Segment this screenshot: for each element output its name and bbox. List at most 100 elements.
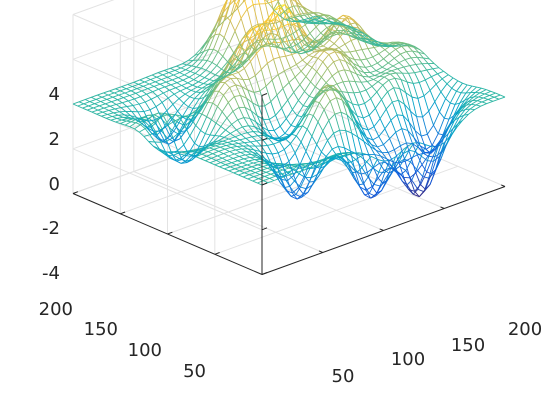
mesh-line-x <box>359 89 367 93</box>
mesh-line-y <box>351 103 358 117</box>
mesh-line-x <box>208 34 216 50</box>
mesh-line-y <box>354 170 361 188</box>
mesh-line-y <box>306 63 313 68</box>
mesh-line-y <box>343 147 350 165</box>
mesh-line-x <box>301 106 309 117</box>
mesh-line-x <box>205 62 213 71</box>
mesh-line-y <box>160 116 166 128</box>
mesh-line-y <box>171 79 178 84</box>
mesh-line-x <box>314 17 321 21</box>
mesh-line-x <box>423 57 430 60</box>
mesh-line-x <box>138 81 145 85</box>
mesh-line-x <box>443 102 451 119</box>
mesh-line-x <box>140 93 147 98</box>
mesh-line-x <box>175 114 182 117</box>
mesh-line-x <box>447 115 455 130</box>
mesh-line-y <box>359 186 365 196</box>
mesh-line-y <box>149 114 155 119</box>
mesh-line-x <box>100 98 107 102</box>
mesh-line-y <box>304 91 310 97</box>
mesh-line-x <box>148 141 155 143</box>
mesh-line-y <box>228 138 234 142</box>
mesh-line-y <box>287 24 293 32</box>
mesh-line-y <box>400 53 406 60</box>
mesh-line-x <box>376 182 384 194</box>
mesh-line-x <box>419 142 427 146</box>
mesh-line-x <box>381 62 389 68</box>
mesh-line-x <box>218 148 226 152</box>
mesh-line-x <box>454 111 461 121</box>
mesh-line-x <box>191 107 199 120</box>
mesh-line-y <box>250 141 256 147</box>
mesh-line-y <box>481 87 487 91</box>
mesh-line-y <box>327 67 333 77</box>
mesh-line-x <box>244 61 251 69</box>
mesh-line-x <box>192 53 200 61</box>
mesh-line-x <box>312 95 320 104</box>
mesh-line-y <box>182 116 188 121</box>
mesh-line-y <box>418 82 425 96</box>
floor-y-gridline <box>167 145 411 235</box>
mesh-line-x <box>253 174 261 178</box>
mesh-line-x <box>114 107 121 110</box>
mesh-line-y <box>317 88 323 96</box>
mesh-line-y <box>118 94 124 98</box>
mesh-line-y <box>257 23 264 40</box>
mesh-line-y <box>349 71 356 82</box>
mesh-line-x <box>478 93 485 98</box>
mesh-line-y <box>315 15 321 19</box>
mesh-line-x <box>253 161 260 164</box>
mesh-line-x <box>198 77 205 83</box>
mesh-line-y <box>371 186 378 194</box>
mesh-line-y <box>490 90 496 94</box>
mesh-line-y <box>275 173 281 183</box>
mesh-line-y <box>394 78 401 89</box>
mesh-line-x <box>298 24 306 30</box>
mesh-line-x <box>249 118 257 123</box>
mesh-line-x <box>308 39 315 46</box>
mesh-line-x <box>468 92 476 99</box>
mesh-line-x <box>366 136 373 141</box>
mesh-line-x <box>194 48 201 56</box>
mesh-line-y <box>300 70 307 77</box>
mesh-line-x <box>368 75 375 78</box>
mesh-line-y <box>184 93 191 98</box>
mesh-line-x <box>121 118 128 121</box>
mesh-line-x <box>220 117 228 127</box>
mesh-line-y <box>302 49 308 53</box>
mesh-line-x <box>270 162 278 167</box>
mesh-line-y <box>329 100 336 115</box>
mesh-line-x <box>222 44 230 57</box>
mesh-line-y <box>207 60 213 63</box>
mesh-line-y <box>393 57 400 63</box>
mesh-line-x <box>182 153 189 160</box>
mesh-line-y <box>342 81 349 93</box>
mesh-line-x <box>253 3 260 6</box>
mesh-line-x <box>294 141 302 154</box>
mesh-line-x <box>387 170 394 181</box>
mesh-line-y <box>159 130 165 141</box>
mesh-line-x <box>308 51 315 56</box>
mesh-line-y <box>415 64 421 72</box>
mesh-line-x <box>235 84 242 88</box>
mesh-line-x <box>181 82 188 86</box>
mesh-line-y <box>289 67 296 78</box>
mesh-line-x <box>417 188 425 193</box>
mesh-line-y <box>423 95 430 112</box>
mesh-line-x <box>242 160 249 164</box>
mesh-line-y <box>257 182 263 186</box>
mesh-line-x <box>459 92 467 104</box>
mesh-line-y <box>377 62 383 68</box>
mesh-line-y <box>209 147 215 150</box>
mesh-line-y <box>240 134 247 139</box>
mesh-line-y <box>399 88 405 105</box>
mesh-line-y <box>240 166 246 170</box>
mesh-line-y <box>230 133 236 138</box>
mesh-line-y <box>95 98 101 102</box>
mesh-line-x <box>335 90 342 93</box>
mesh-line-y <box>271 2 277 23</box>
mesh-line-x <box>245 26 253 35</box>
mesh-line-y <box>407 45 413 52</box>
mesh-line-x <box>232 142 239 145</box>
mesh-line-x <box>138 101 146 105</box>
